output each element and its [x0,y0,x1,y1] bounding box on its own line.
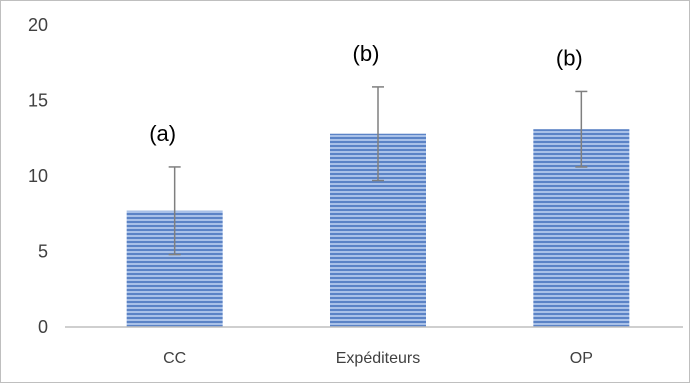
x-tick-label: Expéditeurs [336,350,421,367]
error-bars-group [168,86,588,256]
y-axis-ticks: 0 5 10 15 20 [28,15,48,337]
y-tick-label: 0 [38,317,48,337]
y-tick-label: 5 [38,242,48,262]
error-bar [575,90,588,168]
significance-labels-group: (a) (b) (b) [149,41,583,146]
y-tick-label: 15 [28,91,48,111]
x-tick-label: CC [163,350,186,367]
x-tick-label: OP [570,350,593,367]
x-axis-labels: CC Expéditeurs OP [163,350,593,367]
error-bar [372,86,384,182]
significance-label: (b) [556,45,583,70]
significance-label: (b) [353,41,380,66]
y-tick-label: 10 [28,166,48,186]
significance-label: (a) [149,121,176,146]
y-tick-label: 20 [28,15,48,35]
error-bar [168,166,181,256]
